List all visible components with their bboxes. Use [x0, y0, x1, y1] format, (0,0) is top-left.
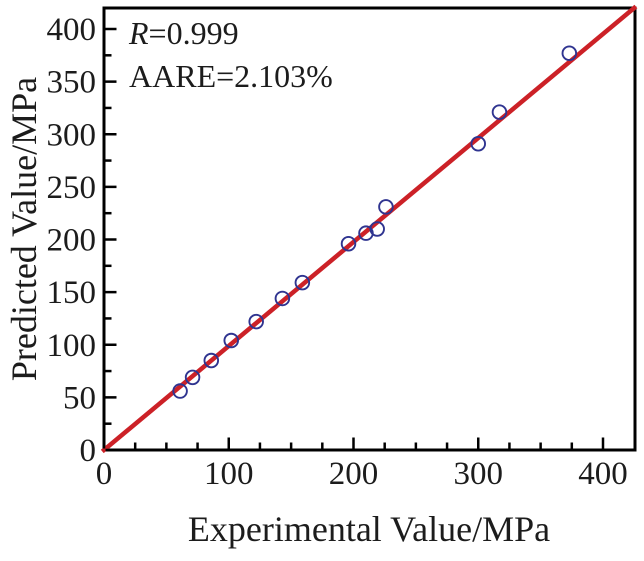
axis-tick-labels: 0 100 200 300 400 0 50 100 150 200 250 300 350 400 — [47, 12, 628, 492]
identity-line — [100, 4, 638, 454]
x-tick-label: 300 — [454, 456, 504, 492]
y-tick-label: 300 — [47, 117, 97, 153]
y-tick-label: 150 — [47, 275, 97, 311]
data-point — [340, 235, 357, 252]
data-point — [470, 135, 487, 152]
data-point — [294, 274, 311, 291]
plot-frame — [102, 6, 637, 452]
data-point — [369, 221, 385, 237]
data-points — [172, 45, 578, 399]
annotation-r-value: R=0.999 — [128, 15, 239, 51]
data-point — [378, 199, 394, 215]
data-point — [491, 104, 508, 120]
y-tick-label: 350 — [47, 65, 97, 101]
x-tick-label: 200 — [329, 456, 379, 492]
y-tick-label: 0 — [80, 433, 97, 469]
x-tick-label: 400 — [578, 456, 628, 492]
data-point — [561, 45, 578, 61]
axis-ticks — [102, 27, 605, 452]
data-point — [172, 383, 188, 399]
data-point — [203, 352, 220, 369]
y-tick-label: 100 — [47, 328, 97, 364]
y-tick-label: 250 — [47, 170, 97, 206]
y-tick-label: 50 — [63, 380, 96, 416]
y-tick-label: 400 — [47, 12, 97, 48]
data-point — [248, 313, 264, 330]
data-point — [184, 369, 201, 386]
annotation-r-symbol: R — [128, 15, 149, 51]
annotation-r-rest: =0.999 — [149, 15, 239, 51]
y-axis-title: Predicted Value/MPa — [4, 77, 44, 381]
x-tick-label: 0 — [96, 456, 113, 492]
x-axis-title: Experimental Value/MPa — [188, 509, 550, 549]
data-point — [223, 332, 239, 349]
y-tick-label: 200 — [47, 223, 97, 259]
data-point — [274, 290, 291, 307]
annotation-aare-value: AARE=2.103% — [129, 58, 333, 94]
x-tick-label: 100 — [204, 456, 254, 492]
